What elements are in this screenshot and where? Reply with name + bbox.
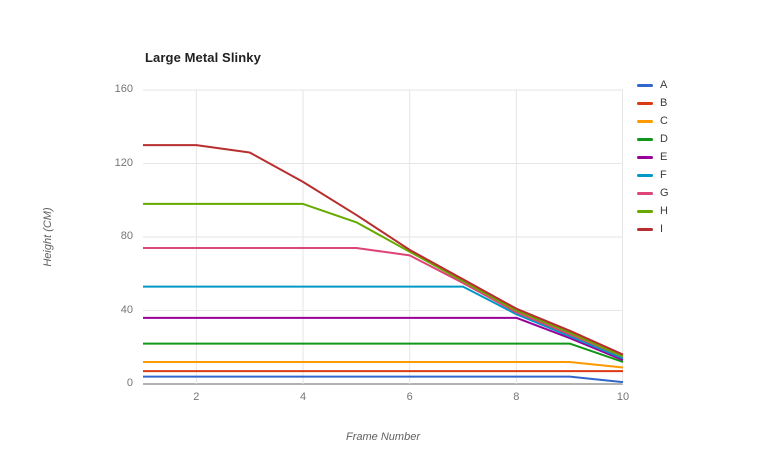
legend-item-e: E (637, 151, 669, 163)
legend-swatch-icon (637, 209, 653, 213)
y-tick-label: 0 (126, 377, 133, 389)
y-tick-label: 40 (120, 303, 133, 316)
y-axis-title: Height (CM) (42, 207, 54, 267)
legend-item-c: C (637, 115, 669, 127)
series-line-c (143, 360, 624, 369)
legend-label: D (660, 133, 668, 145)
legend-swatch-icon (637, 173, 653, 177)
x-tick-label: 8 (513, 391, 520, 403)
legend-label: H (660, 205, 668, 217)
legend-swatch-icon (637, 155, 653, 159)
legend-swatch-icon (637, 191, 653, 195)
series-line-f (143, 285, 624, 360)
legend-item-b: B (637, 97, 669, 109)
legend-label: I (660, 223, 664, 235)
legend-label: A (660, 79, 668, 91)
series-line-a (143, 375, 624, 384)
legend-item-g: G (637, 187, 669, 199)
x-tick-label: 4 (299, 391, 307, 403)
legend-label: G (660, 187, 669, 199)
legend-swatch-icon (637, 137, 653, 141)
y-tick-label: 160 (114, 83, 133, 95)
x-tick-label: 2 (193, 391, 200, 403)
legend-label: C (660, 115, 668, 127)
legend-label: F (660, 169, 667, 181)
y-tick-label: 120 (114, 156, 133, 169)
series-line-g (143, 247, 624, 358)
legend-swatch-icon (637, 101, 653, 105)
x-tick-label: 10 (616, 391, 630, 403)
legend-item-d: D (637, 133, 669, 145)
series-line-e (143, 316, 624, 362)
series-line-h (143, 202, 624, 358)
plot-area (143, 89, 624, 385)
legend-item-a: A (637, 79, 669, 91)
x-axis-title: Frame Number (346, 431, 420, 443)
legend-item-f: F (637, 169, 669, 181)
legend-swatch-icon (637, 83, 653, 87)
legend-item-i: I (637, 223, 669, 235)
legend-swatch-icon (637, 119, 653, 123)
series-line-d (143, 342, 624, 363)
legend-label: B (660, 97, 668, 109)
chart-title: Large Metal Slinky (145, 50, 261, 65)
legend-swatch-icon (637, 227, 653, 231)
y-tick-label: 80 (120, 230, 133, 242)
x-tick-label: 6 (406, 391, 413, 403)
series-line-i (143, 144, 624, 356)
legend-label: E (660, 151, 668, 163)
legend-item-h: H (637, 205, 669, 217)
